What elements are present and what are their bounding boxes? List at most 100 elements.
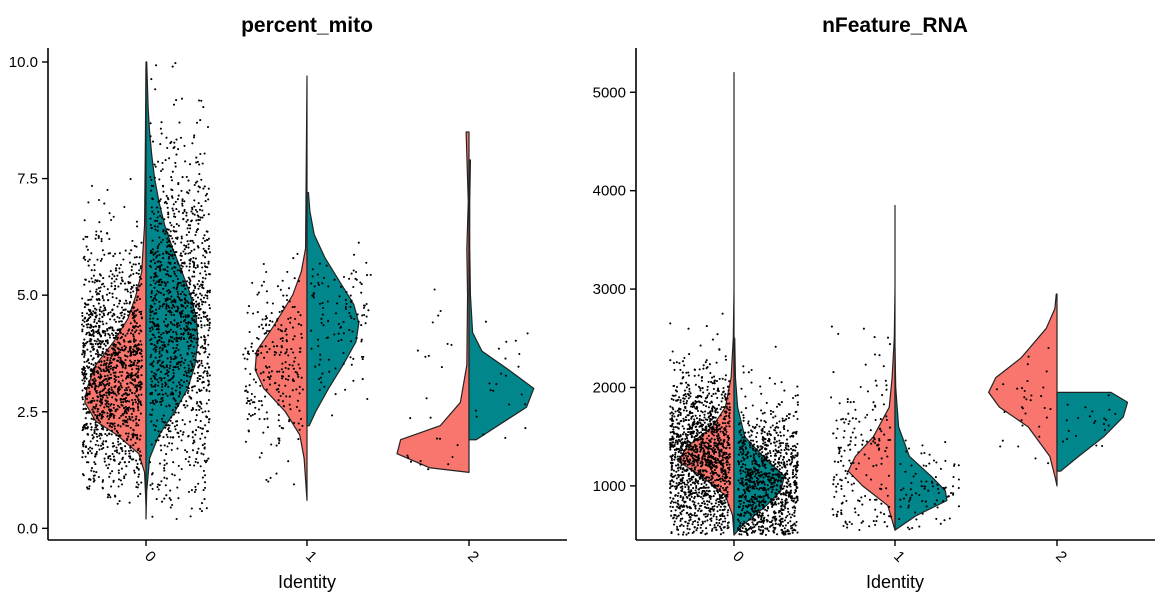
data-point — [137, 325, 140, 328]
data-point — [153, 176, 156, 179]
data-point — [195, 228, 199, 232]
data-point — [109, 357, 112, 360]
data-point — [719, 505, 722, 508]
data-point — [690, 403, 693, 406]
data-point — [342, 275, 346, 279]
data-point — [450, 343, 453, 346]
data-point — [101, 350, 104, 353]
data-point — [124, 452, 127, 455]
data-point — [280, 309, 284, 313]
data-point — [178, 269, 181, 272]
data-point — [160, 354, 163, 357]
data-point — [673, 458, 676, 461]
data-point — [717, 433, 720, 436]
data-point — [131, 416, 134, 419]
data-point — [352, 253, 356, 256]
data-point — [158, 484, 161, 487]
data-point — [338, 295, 341, 298]
data-point — [112, 347, 115, 350]
data-point — [718, 449, 721, 452]
data-point — [164, 484, 167, 487]
data-point — [137, 483, 140, 486]
data-point — [673, 445, 676, 448]
data-point — [247, 350, 250, 353]
data-point — [150, 184, 153, 187]
data-point — [846, 398, 849, 401]
data-point — [292, 378, 295, 381]
data-point — [103, 393, 106, 396]
data-point — [837, 332, 840, 335]
data-point — [184, 316, 187, 319]
data-point — [119, 446, 122, 450]
data-point — [91, 295, 94, 298]
data-point — [260, 400, 263, 403]
data-point — [710, 454, 713, 457]
data-point — [169, 506, 172, 509]
data-point — [100, 240, 103, 243]
data-point — [689, 392, 692, 395]
data-point — [712, 457, 715, 460]
data-point — [151, 515, 154, 518]
data-point — [166, 394, 169, 397]
data-point — [700, 531, 703, 534]
data-point — [325, 264, 328, 267]
data-point — [112, 392, 115, 395]
data-point — [747, 420, 750, 423]
data-point — [687, 419, 690, 422]
data-point — [199, 298, 202, 301]
data-point — [681, 485, 684, 488]
data-point — [715, 442, 718, 445]
data-point — [137, 381, 140, 384]
data-point — [158, 222, 161, 225]
data-point — [108, 334, 111, 337]
data-point — [713, 423, 716, 426]
data-point — [350, 363, 353, 366]
data-point — [155, 498, 158, 501]
data-point — [88, 361, 91, 365]
data-point — [196, 180, 199, 183]
data-point — [204, 194, 207, 197]
data-point — [199, 420, 202, 423]
data-point — [134, 339, 137, 342]
data-point — [715, 361, 718, 364]
data-point — [111, 326, 114, 329]
data-point — [180, 189, 183, 192]
data-point — [185, 280, 189, 283]
data-point — [194, 488, 197, 491]
data-point — [695, 491, 698, 494]
data-point — [879, 428, 882, 431]
data-point — [123, 477, 126, 480]
data-point — [201, 300, 204, 303]
data-point — [271, 302, 274, 305]
data-point — [132, 450, 135, 453]
data-point — [192, 308, 195, 311]
data-point — [121, 271, 124, 274]
data-point — [163, 459, 166, 462]
data-point — [184, 301, 187, 304]
data-point — [166, 237, 169, 240]
data-point — [166, 232, 169, 235]
data-point — [129, 426, 132, 429]
data-point — [135, 417, 138, 420]
data-point — [95, 230, 98, 233]
y-tick-label: 2.5 — [17, 404, 38, 421]
data-point — [205, 273, 208, 276]
data-point — [106, 496, 109, 499]
data-point — [672, 408, 675, 411]
data-point — [177, 224, 180, 227]
data-point — [670, 500, 673, 503]
data-point — [718, 460, 721, 463]
data-point — [181, 212, 185, 215]
data-point — [279, 329, 282, 332]
data-point — [167, 257, 170, 260]
data-point — [695, 486, 698, 489]
data-point — [110, 361, 113, 364]
data-point — [88, 326, 91, 329]
data-point — [200, 178, 203, 181]
data-point — [713, 375, 716, 378]
data-point — [298, 409, 301, 412]
data-point — [279, 394, 282, 398]
data-point — [135, 309, 138, 312]
data-point — [300, 324, 303, 327]
data-point — [156, 275, 159, 278]
